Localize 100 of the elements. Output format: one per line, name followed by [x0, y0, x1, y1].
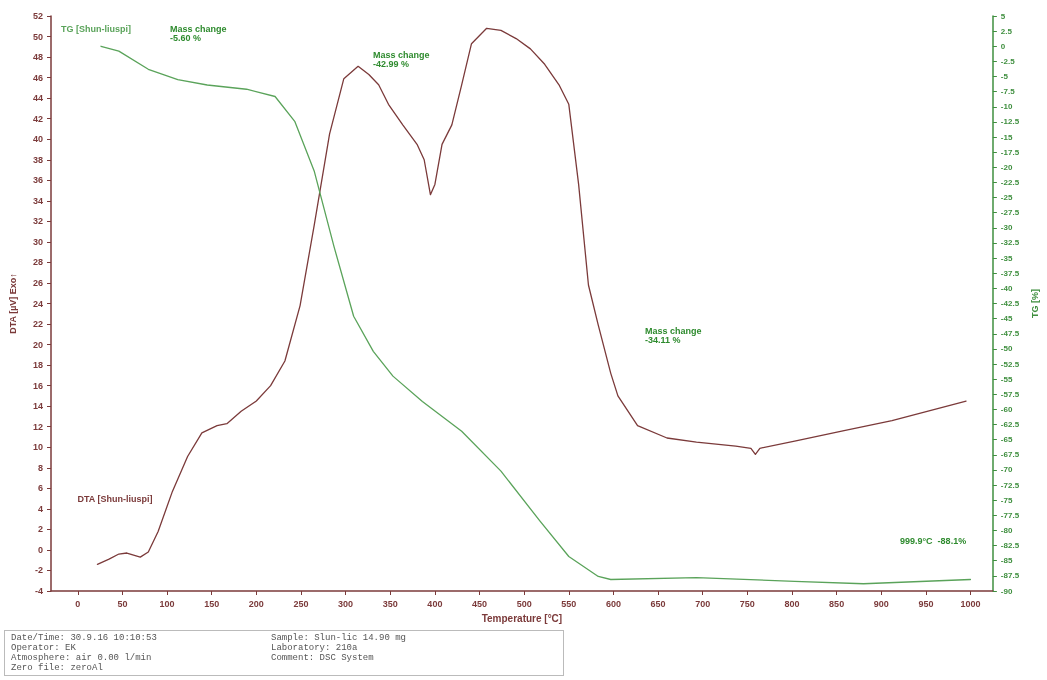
text: Date/Time: 30.9.16 10:10:53 — [11, 633, 158, 643]
annotation: Mass change -42.99 % — [373, 49, 430, 69]
y-tick-label: 6 — [37, 483, 43, 494]
annotation: Mass change -34.11 % — [645, 325, 702, 345]
y2-tick-label: -67.5 — [1000, 450, 1020, 460]
y2-tick-label: -37.5 — [1000, 268, 1020, 278]
text: Laboratory: 210a — [271, 643, 359, 653]
y2-tick-label: -25 — [1000, 193, 1013, 203]
y-tick-label: -2 — [34, 565, 43, 576]
x-tick-label: 900 — [873, 598, 889, 609]
text: Comment: DSC System — [271, 653, 375, 663]
y-tick-label: 52 — [32, 11, 43, 21]
y-tick-label: 8 — [37, 462, 43, 473]
y-tick-label: 26 — [32, 277, 43, 288]
y-tick-label: 4 — [37, 503, 43, 514]
text: TG [Shun-liuspi] — [60, 23, 131, 34]
x-tick-label: 800 — [784, 598, 800, 609]
annotation: Mass change -5.60 % — [170, 23, 227, 43]
series-label: DTA [Shun-liuspi] — [77, 493, 153, 504]
text: Sample: Slun-lic 14.90 mg — [271, 633, 408, 643]
text: Atmosphere: air 0.00 l/min — [11, 653, 153, 663]
y2-tick-label: -17.5 — [1000, 147, 1020, 157]
x-tick-label: 950 — [918, 598, 934, 609]
y2-tick-label: -35 — [1000, 253, 1013, 263]
y-tick-label: 42 — [32, 113, 43, 124]
x-tick-label: 0 — [75, 598, 81, 609]
y2-tick-label: -7.5 — [1000, 87, 1016, 97]
y2-tick-label: -42.5 — [1000, 299, 1020, 308]
y2-tick-label: -27.5 — [1000, 208, 1020, 218]
x-tick-label: 200 — [248, 598, 264, 609]
x-tick-label: 650 — [650, 598, 666, 609]
text: Zero file: zeroAl — [11, 663, 104, 673]
y2-tick-label: 0 — [1000, 41, 1006, 51]
y2-tick-label: -45 — [1000, 314, 1013, 324]
y2-tick-label: -22.5 — [1000, 177, 1020, 187]
y2-tick-label: -57.5 — [1000, 389, 1020, 399]
x-tick-label: 550 — [561, 598, 577, 609]
x-tick-label: 600 — [605, 598, 621, 609]
y2-tick-label: -50 — [1000, 344, 1013, 354]
y-tick-label: 32 — [32, 216, 43, 227]
y2-tick-label: -20 — [1000, 162, 1013, 172]
x-tick-label: 50 — [117, 598, 128, 609]
x-tick-label: 400 — [427, 598, 443, 609]
y2-tick-label: -55 — [1000, 374, 1013, 384]
y2-tick-label: -40 — [1000, 283, 1013, 293]
y-tick-label: 36 — [32, 175, 43, 186]
y-tick-label: 50 — [32, 31, 43, 42]
x-tick-label: 500 — [516, 598, 532, 609]
y-tick-label: 18 — [32, 360, 43, 371]
y2-axis-title: TG [%] — [1029, 289, 1040, 318]
y2-tick-label: 2.5 — [1000, 26, 1013, 36]
y-tick-label: 34 — [32, 195, 43, 206]
y-tick-label: 14 — [32, 401, 43, 412]
y2-tick-label: -85 — [1000, 556, 1013, 566]
x-tick-label: 450 — [472, 598, 488, 609]
y2-tick-label: -72.5 — [1000, 480, 1020, 490]
y2-tick-label: -82.5 — [1000, 541, 1020, 551]
text: Operator: EK — [11, 643, 77, 653]
y2-tick-label: -70 — [1000, 465, 1013, 475]
y-tick-label: 16 — [32, 380, 43, 391]
y2-tick-label: -75 — [1000, 495, 1013, 505]
y2-tick-label: -5 — [1000, 72, 1009, 82]
y-tick-label: 22 — [32, 319, 43, 330]
x-tick-label: 100 — [159, 598, 175, 609]
y2-tick-label: -65 — [1000, 435, 1013, 445]
y-tick-label: -4 — [34, 586, 43, 596]
y-tick-label: 2 — [37, 524, 43, 535]
y2-tick-label: -47.5 — [1000, 329, 1020, 339]
x-tick-label: 250 — [293, 598, 309, 609]
annotation: 999.9°C -88.1% — [900, 535, 967, 546]
y2-tick-label: -80 — [1000, 525, 1013, 535]
y2-tick-label: -2.5 — [1000, 56, 1016, 66]
y-tick-label: 46 — [32, 72, 43, 83]
y-tick-label: 40 — [32, 134, 43, 145]
y-tick-label: 0 — [37, 544, 43, 555]
y-tick-label: 10 — [32, 442, 43, 453]
y-tick-label: 12 — [32, 421, 43, 432]
y2-tick-label: -30 — [1000, 223, 1013, 233]
x-tick-label: 850 — [829, 598, 845, 609]
y2-tick-label: -62.5 — [1000, 420, 1020, 430]
y2-tick-label: -10 — [1000, 102, 1013, 112]
y2-tick-label: -15 — [1000, 132, 1013, 142]
y-axis-title: DTA [µV] Exo↑ — [7, 273, 18, 334]
y2-tick-label: -32.5 — [1000, 238, 1020, 248]
x-tick-label: 1000 — [960, 598, 981, 609]
y-tick-label: 48 — [32, 52, 43, 63]
y-tick-label: 20 — [32, 339, 43, 350]
y-tick-label: 28 — [32, 257, 43, 268]
y-tick-label: 44 — [32, 93, 43, 104]
y-tick-label: 38 — [32, 154, 43, 165]
x-tick-label: 700 — [695, 598, 711, 609]
x-tick-label: 150 — [204, 598, 220, 609]
x-tick-label: 750 — [739, 598, 755, 609]
y2-tick-label: -12.5 — [1000, 117, 1020, 127]
y-tick-label: 30 — [32, 236, 43, 247]
y2-tick-label: -52.5 — [1000, 359, 1020, 369]
y2-tick-label: -90 — [1000, 586, 1013, 596]
y-tick-label: 24 — [32, 298, 43, 309]
y2-tick-label: -60 — [1000, 404, 1013, 414]
x-tick-label: 350 — [382, 598, 398, 609]
